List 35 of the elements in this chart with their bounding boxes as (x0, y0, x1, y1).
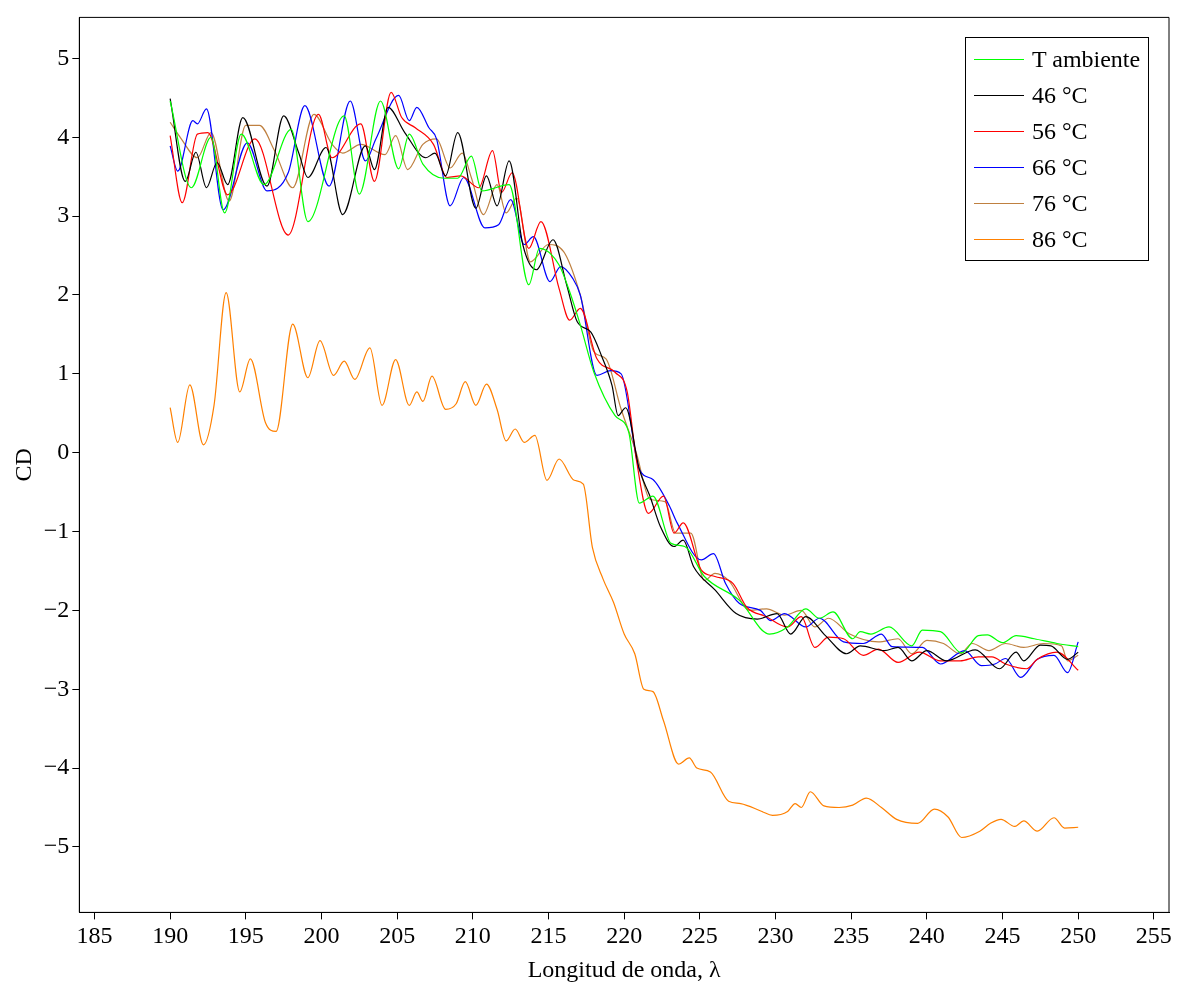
y-tick-label: −5 (43, 832, 70, 859)
y-tick-label: −1 (43, 516, 70, 543)
legend-label: 86 °C (1032, 225, 1088, 255)
y-tick-label: −2 (43, 595, 70, 622)
y-tick-label: 1 (57, 359, 70, 386)
y-tick-label: 0 (57, 437, 70, 464)
y-axis-title: CD (9, 448, 36, 482)
x-tick-label: 240 (908, 922, 945, 949)
legend-label: 56 °C (1032, 117, 1088, 147)
y-tick-label: 3 (57, 201, 70, 228)
y-tick-label: −3 (43, 674, 70, 701)
y-tick-label: 2 (57, 280, 70, 307)
y-tick-label: −4 (43, 753, 70, 780)
x-tick-label: 190 (152, 922, 189, 949)
legend-label: 76 °C (1032, 189, 1088, 219)
x-tick-label: 220 (606, 922, 643, 949)
x-tick-label: 195 (227, 922, 264, 949)
x-tick-label: 200 (303, 922, 340, 949)
x-tick-label: 245 (984, 922, 1021, 949)
legend-label: 46 °C (1032, 81, 1088, 111)
x-tick-label: 255 (1135, 922, 1172, 949)
x-tick-label: 205 (379, 922, 416, 949)
x-axis-title: Longitud de onda, λ (527, 955, 721, 982)
y-tick-label: 5 (57, 43, 70, 70)
x-tick-label: 250 (1060, 922, 1097, 949)
legend-label: 66 °C (1032, 153, 1088, 183)
x-tick-label: 225 (681, 922, 718, 949)
x-tick-label: 235 (833, 922, 870, 949)
x-tick-label: 185 (76, 922, 113, 949)
line-series (169, 292, 1079, 839)
y-tick-label: 4 (57, 122, 70, 149)
x-tick-label: 215 (530, 922, 567, 949)
x-tick-label: 210 (454, 922, 491, 949)
x-tick-label: 230 (757, 922, 794, 949)
legend-label: T ambiente (1032, 45, 1141, 75)
